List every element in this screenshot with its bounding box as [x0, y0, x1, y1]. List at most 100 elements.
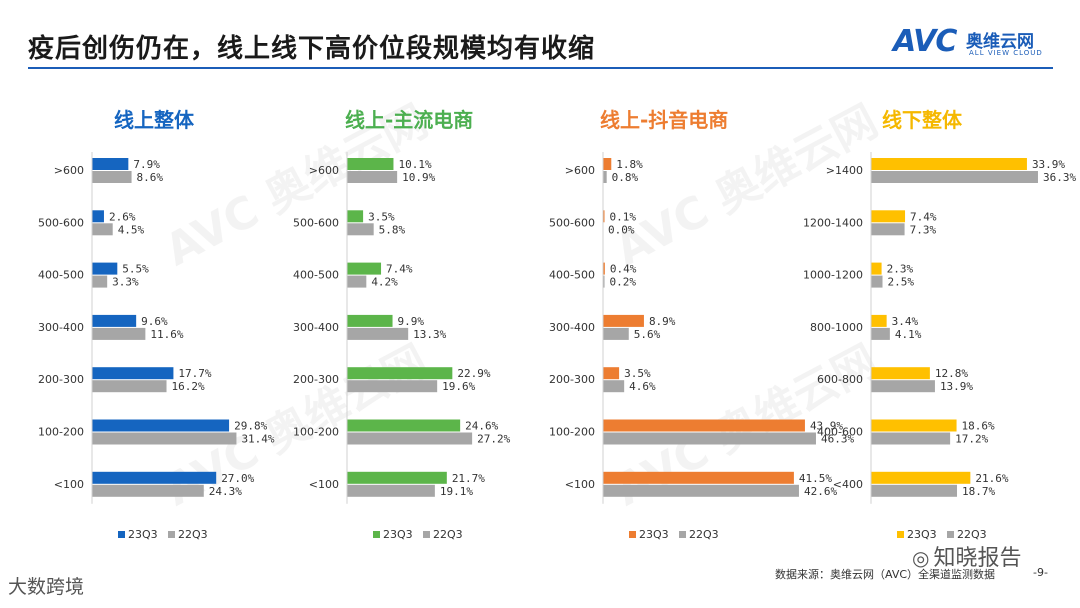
- category-label: 600-800: [817, 373, 863, 386]
- data-label: 11.6%: [150, 328, 183, 341]
- category-label: 300-400: [549, 321, 595, 334]
- data-label: 41.5%: [799, 472, 832, 485]
- category-label: <100: [309, 478, 339, 491]
- data-label: 3.5%: [368, 210, 395, 223]
- bar-22q3: [871, 484, 958, 497]
- panel-title-online-mainstream: 线上-主流电商: [345, 108, 474, 132]
- bar-22q3: [871, 171, 1038, 183]
- legend-swatch: [897, 531, 904, 538]
- data-label: 36.3%: [1043, 171, 1076, 184]
- data-label: 21.6%: [975, 472, 1008, 485]
- source-note: 数据来源：奥维云网（AVC）全渠道监测数据: [775, 568, 996, 581]
- legend-label: 23Q3: [128, 528, 158, 541]
- data-label: 0.8%: [612, 171, 639, 184]
- data-label: 16.2%: [172, 380, 205, 393]
- bar-22q3: [92, 380, 167, 393]
- data-label: 0.4%: [610, 263, 637, 276]
- data-label: 0.1%: [610, 210, 637, 223]
- bar-23q3: [347, 314, 393, 327]
- data-label: 4.1%: [895, 328, 922, 341]
- data-label: 43.9%: [810, 420, 843, 433]
- bar-22q3: [347, 275, 367, 288]
- category-label: 300-400: [38, 321, 84, 334]
- data-label: 18.6%: [962, 420, 995, 433]
- data-label: 7.3%: [910, 223, 937, 236]
- panel-title-online-douyin: 线上-抖音电商: [600, 108, 729, 132]
- data-label: 3.5%: [624, 367, 651, 380]
- legend-label: 23Q3: [383, 528, 413, 541]
- bar-23q3: [347, 419, 461, 432]
- legend-swatch: [947, 531, 954, 538]
- legend-label: 22Q3: [957, 528, 987, 541]
- bar-22q3: [347, 223, 374, 236]
- bar-22q3: [603, 171, 607, 183]
- bar-22q3: [871, 327, 890, 340]
- data-label: 2.6%: [109, 210, 136, 223]
- data-label: 8.6%: [137, 171, 164, 184]
- data-label: 18.7%: [962, 485, 995, 498]
- brand-right-label: 知晓报告: [933, 546, 1022, 571]
- bar-23q3: [603, 262, 605, 275]
- bar-23q3: [871, 210, 906, 223]
- data-label: 27.2%: [477, 433, 510, 446]
- bar-22q3: [603, 484, 799, 497]
- bar-22q3: [92, 484, 204, 497]
- bar-23q3: [603, 314, 644, 327]
- data-label: 33.9%: [1032, 158, 1065, 171]
- category-label: 300-400: [293, 321, 339, 334]
- data-label: 7.9%: [133, 158, 160, 171]
- data-label: 19.6%: [442, 380, 475, 393]
- data-label: 10.9%: [402, 171, 435, 184]
- bar-22q3: [92, 223, 113, 236]
- category-label: 500-600: [38, 216, 84, 229]
- category-label: 1000-1200: [803, 269, 863, 282]
- panel-title-offline-total: 线下整体: [882, 108, 962, 132]
- data-label: 17.2%: [955, 433, 988, 446]
- legend-swatch: [679, 531, 686, 538]
- data-label: 0.0%: [608, 223, 635, 236]
- data-label: 9.9%: [398, 315, 425, 328]
- legend-label: 22Q3: [178, 528, 208, 541]
- bar-22q3: [871, 380, 935, 393]
- data-label: 13.3%: [413, 328, 446, 341]
- bar-23q3: [603, 367, 620, 380]
- data-label: 4.6%: [629, 380, 656, 393]
- legend-swatch: [423, 531, 430, 538]
- bar-22q3: [92, 327, 146, 340]
- bar-23q3: [871, 471, 971, 484]
- data-label: 13.9%: [940, 380, 973, 393]
- data-label: 7.4%: [386, 263, 413, 276]
- bar-22q3: [603, 432, 816, 445]
- category-label: 1200-1400: [803, 216, 863, 229]
- data-label: 2.5%: [888, 276, 915, 289]
- bar-22q3: [871, 223, 905, 236]
- brand-left: 大数跨境: [8, 576, 85, 598]
- bar-23q3: [347, 262, 382, 275]
- category-label: 800-1000: [810, 321, 863, 334]
- category-label: >600: [54, 164, 84, 177]
- bar-23q3: [347, 471, 447, 484]
- panel-title-online-total: 线上整体: [114, 108, 194, 132]
- bar-23q3: [347, 158, 394, 170]
- data-label: 31.4%: [241, 433, 274, 446]
- legend-swatch: [373, 531, 380, 538]
- category-label: 100-200: [293, 426, 339, 439]
- data-label: 46.3%: [821, 433, 854, 446]
- category-label: 100-200: [38, 426, 84, 439]
- bar-23q3: [871, 158, 1027, 170]
- data-label: 9.6%: [141, 315, 168, 328]
- data-label: 8.9%: [649, 315, 676, 328]
- data-label: 42.6%: [804, 485, 837, 498]
- category-label: 500-600: [293, 216, 339, 229]
- brand-right: ◎ 知晓报告: [912, 540, 1021, 572]
- legend-swatch: [168, 531, 175, 538]
- avc-logo: AVC 奥维云网 ALL VIEW CLOUD: [893, 24, 1058, 64]
- bar-23q3: [92, 158, 129, 170]
- category-label: >1400: [826, 164, 863, 177]
- data-label: 5.8%: [379, 223, 406, 236]
- bar-22q3: [92, 275, 108, 288]
- legend-label: 22Q3: [689, 528, 719, 541]
- data-label: 4.5%: [118, 223, 145, 236]
- data-label: 3.3%: [112, 276, 139, 289]
